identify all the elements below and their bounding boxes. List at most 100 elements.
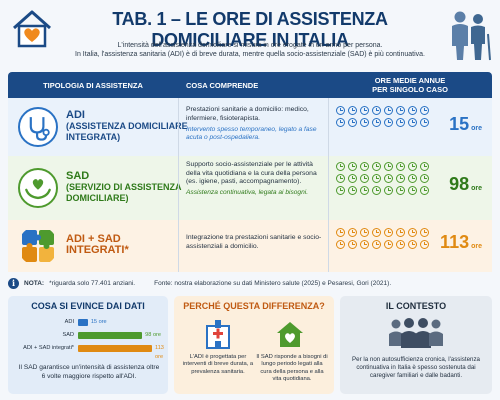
- row-desc-text-adi: Prestazioni sanitarie a domicilio: medic…: [186, 106, 309, 122]
- clock-icon: [360, 174, 369, 183]
- hours-number-adi-sad: 113: [440, 232, 470, 252]
- bar-label: ADI + SAD integrati*: [23, 345, 74, 351]
- row-sub1-adi: (ASSISTENZA DOMICILIARE: [66, 121, 188, 131]
- bar-value-label: 113 ore: [155, 345, 164, 360]
- header: TAB. 1 – LE ORE DI ASSISTENZA DOMICILIAR…: [0, 0, 500, 70]
- elderly-couple-icon: [452, 11, 491, 61]
- panel-text-insights: Il SAD garantisce un'intensità di assist…: [18, 364, 160, 380]
- info-icon: i: [8, 277, 19, 289]
- clock-icon: [408, 118, 417, 127]
- row-label-sad: SAD (SERVIZIO DI ASSISTENZA DOMICILIARE): [66, 171, 182, 204]
- clock-icon: [360, 228, 369, 237]
- clock-icon: [372, 174, 381, 183]
- note-label: NOTA:: [24, 279, 45, 287]
- clock-icon: [384, 240, 393, 249]
- row-name-adi-sad: ADI + SAD: [66, 233, 121, 245]
- clock-grid-adi-sad: [336, 228, 436, 249]
- table-row-adi: ADI (ASSISTENZA DOMICILIARE INTEGRATA) P…: [8, 98, 492, 156]
- clock-icon: [396, 240, 405, 249]
- puzzle-icon: [22, 230, 54, 262]
- clock-icon: [348, 228, 357, 237]
- column-divider: [178, 98, 179, 272]
- row-sub2-sad: DOMICILIARE): [66, 193, 129, 203]
- bar-label: SAD: [62, 332, 74, 338]
- clock-icon: [420, 118, 429, 127]
- panel-data-insights: COSA SI EVINCE DAI DATI ADI 15 ore SAD 98 o…: [8, 296, 168, 394]
- row-name-adi: ADI: [66, 109, 85, 121]
- bar-row: ADI + SAD integrati* 113 ore: [14, 344, 164, 360]
- hours-table: TIPOLOGIA DI ASSISTENZA COSA COMPRENDE O…: [8, 72, 492, 272]
- row-sub2-adi: INTEGRATA): [66, 132, 121, 142]
- clock-icon: [372, 228, 381, 237]
- clock-icon: [336, 240, 345, 249]
- bar-value-label: 15 ore: [90, 319, 107, 325]
- column-divider: [328, 98, 329, 272]
- clock-grid-sad: [336, 162, 436, 195]
- clock-icon: [384, 228, 393, 237]
- clock-icon: [420, 240, 429, 249]
- row-desc-text-adi-sad: Integrazione tra prestazioni sanitarie e…: [186, 234, 322, 250]
- row-label-adi: ADI (ASSISTENZA DOMICILIARE INTEGRATA): [66, 110, 188, 143]
- clock-icon: [336, 228, 345, 237]
- column-header-content: COSA COMPRENDE: [186, 80, 259, 90]
- hours-number-adi: 15: [449, 114, 470, 134]
- clock-icon: [336, 186, 345, 195]
- bar: [78, 345, 152, 352]
- panel-title-context: IL CONTESTO: [385, 301, 447, 311]
- table-header: TIPOLOGIA DI ASSISTENZA COSA COMPRENDE O…: [8, 72, 492, 98]
- row-desc-adi: Prestazioni sanitarie a domicilio: medic…: [186, 106, 322, 143]
- house-heart-icon: [13, 10, 51, 48]
- clock-icon: [348, 174, 357, 183]
- column-header-hours: ORE MEDIE ANNUE PER SINGOLO CASO: [328, 72, 492, 98]
- clock-icon: [348, 240, 357, 249]
- clock-icon: [396, 106, 405, 115]
- panel-context: IL CONTESTO Per la non autosufficienza c…: [340, 296, 492, 394]
- stethoscope-icon: [18, 107, 58, 147]
- clock-icon: [396, 162, 405, 171]
- panel-title-insights: COSA SI EVINCE DAI DATI: [31, 301, 145, 311]
- column-header-type: TIPOLOGIA DI ASSISTENZA: [43, 80, 143, 90]
- row-sub1-adi-sad: INTEGRATI*: [66, 244, 129, 256]
- clock-icon: [396, 186, 405, 195]
- row-desc-text-sad: Supporto socio-assistenziale per le atti…: [186, 161, 317, 186]
- page-title: TAB. 1 – LE ORE DI ASSISTENZA DOMICILIAR…: [112, 9, 388, 50]
- clock-icon: [384, 118, 393, 127]
- clock-icon: [372, 186, 381, 195]
- clock-icon: [384, 174, 393, 183]
- subtitle-line-2: In Italia, l'assistenza sanitaria (ADI) …: [75, 51, 425, 58]
- row-note-sad: Assistenza continuativa, legata ai bisog…: [186, 188, 309, 196]
- clock-icon: [384, 106, 393, 115]
- bar-row: ADI 15 ore: [14, 318, 164, 327]
- row-note-adi: Intervento spesso temporaneo, legato a f…: [186, 126, 317, 142]
- row-sub1-sad: (SERVIZIO DI ASSISTENZA: [66, 182, 182, 192]
- clock-icon: [348, 162, 357, 171]
- subtitle-line-1: L'intensità dell'assistenza domiciliare …: [117, 42, 383, 49]
- clock-icon: [360, 240, 369, 249]
- page-subtitle: L'intensità dell'assistenza domiciliare …: [60, 41, 440, 59]
- clock-icon: [420, 228, 429, 237]
- clock-icon: [348, 186, 357, 195]
- row-name-sad: SAD: [66, 170, 90, 182]
- clock-icon: [348, 106, 357, 115]
- clock-icon: [408, 186, 417, 195]
- clock-icon: [396, 174, 405, 183]
- clock-icon: [396, 118, 405, 127]
- clock-icon: [360, 106, 369, 115]
- clock-icon: [408, 106, 417, 115]
- hours-value-adi: 15 ore: [449, 114, 482, 135]
- row-label-adi-sad: ADI + SAD INTEGRATI*: [66, 234, 129, 256]
- clock-grid-adi: [336, 106, 436, 127]
- clock-icon: [372, 118, 381, 127]
- row-desc-adi-sad: Integrazione tra prestazioni sanitarie e…: [186, 234, 322, 251]
- clock-icon: [408, 162, 417, 171]
- panel-text-context: Per la non autosufficienza cronica, l'as…: [352, 356, 480, 379]
- clock-icon: [420, 186, 429, 195]
- clock-icon: [384, 162, 393, 171]
- source-text: Fonte: nostra elaborazione su dati Minis…: [154, 279, 392, 287]
- clock-icon: [372, 162, 381, 171]
- home-heart-icon: [277, 322, 303, 347]
- panel-text-sad: Il SAD risponde a bisogni di lungo perio…: [256, 354, 328, 383]
- clock-icon: [420, 162, 429, 171]
- table-row-adi-sad: ADI + SAD INTEGRATI* Integrazione tra pr…: [8, 220, 492, 272]
- clock-icon: [420, 174, 429, 183]
